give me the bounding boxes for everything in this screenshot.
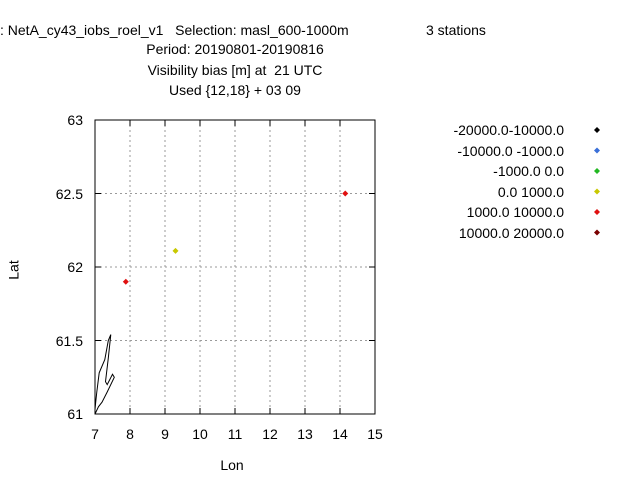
data-point: [342, 190, 349, 197]
legend-marker: [594, 147, 600, 154]
y-tick-label: 61.5: [55, 332, 83, 349]
axis-ticks: [94, 119, 376, 415]
x-tick-label: 13: [297, 426, 313, 442]
data-points: [122, 190, 349, 285]
data-point: [172, 247, 179, 254]
x-axis-label: Lon: [220, 457, 244, 473]
x-tick-label: 7: [91, 426, 99, 442]
title-line-2: Period: 20190801-20190816: [146, 41, 324, 57]
legend-marker: [594, 188, 600, 195]
x-tick-label: 9: [161, 426, 169, 442]
x-tick-label: 8: [126, 426, 134, 442]
legend-marker: [594, 209, 600, 215]
data-point: [122, 278, 129, 285]
gridlines: [95, 120, 375, 414]
y-axis-label: Lat: [5, 260, 22, 280]
y-tick-label: 62: [67, 259, 83, 275]
legend-label: -10000.0 -1000.0: [457, 142, 564, 159]
legend-marker: [594, 229, 600, 236]
coastline-outline: [94, 334, 115, 415]
coastline: [94, 334, 115, 415]
y-tick-label: 61: [67, 406, 83, 422]
legend-label: 0.0 1000.0: [497, 183, 564, 200]
legend-label: 10000.0 20000.0: [458, 224, 564, 241]
legend-label: -1000.0 0.0: [493, 163, 564, 179]
x-tick-label: 15: [367, 426, 383, 442]
legend-marker: [594, 127, 600, 133]
title-line-3: Visibility bias [m] at 21 UTC: [147, 62, 323, 78]
legend-markers: [594, 127, 600, 236]
x-tick-label: 12: [262, 426, 278, 442]
x-tick-label: 14: [332, 426, 348, 442]
title-line-4: Used {12,18} + 03 09: [169, 82, 301, 98]
y-tick-label: 62.5: [55, 185, 83, 202]
title-line-1-left: : NetA_cy43_iobs_roel_v1 Selection: masl…: [0, 22, 349, 38]
x-tick-label: 10: [192, 426, 208, 442]
legend-marker: [594, 168, 600, 174]
y-tick-label: 63: [67, 112, 83, 128]
legend-label: -20000.0-10000.0: [453, 122, 564, 138]
x-tick-label: 11: [227, 426, 243, 442]
title-line-1-stations: 3 stations: [426, 22, 486, 38]
legend-label: 1000.0 10000.0: [466, 204, 564, 220]
